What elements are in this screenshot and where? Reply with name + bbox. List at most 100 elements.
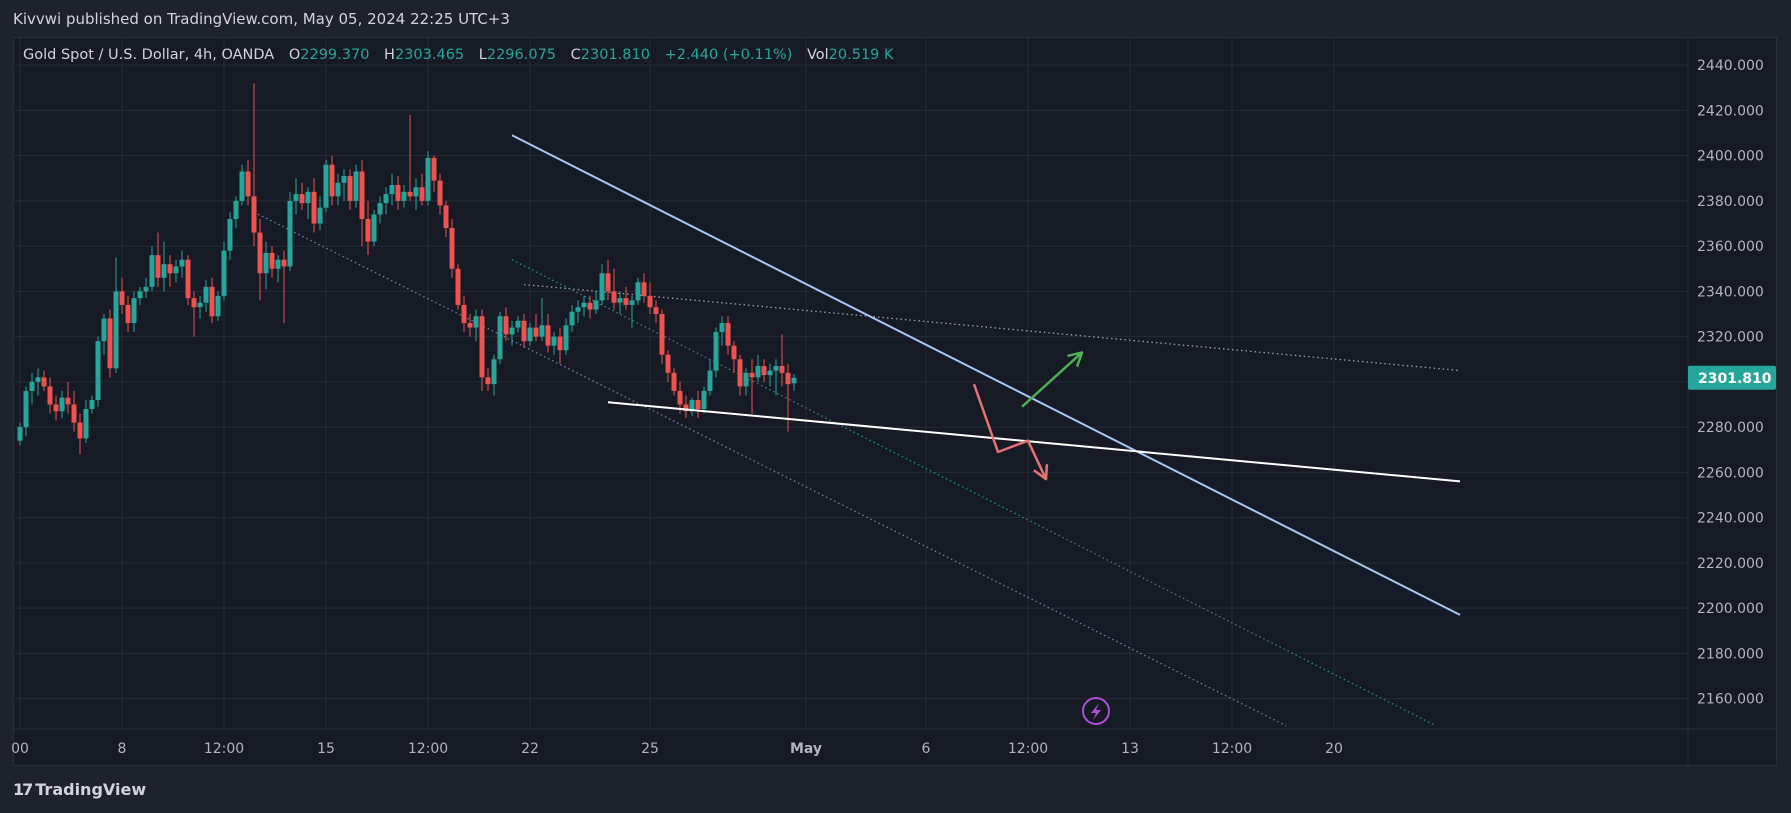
x-tick-label: 6	[922, 741, 931, 757]
high-value: 2303.465	[394, 47, 465, 63]
candle-body	[197, 302, 203, 308]
candle	[785, 363, 791, 432]
y-tick-label: 2280.000	[1697, 420, 1764, 436]
lightning-icon[interactable]	[1082, 697, 1110, 725]
candle	[731, 341, 737, 373]
candle-body	[263, 252, 269, 274]
candle-body	[635, 282, 641, 301]
candle	[449, 218, 455, 278]
candle	[569, 304, 575, 333]
candle	[743, 368, 749, 396]
candle	[671, 368, 677, 396]
candle	[29, 372, 35, 405]
candle-body	[173, 266, 179, 274]
x-tick-label: 25	[641, 741, 659, 757]
candle	[311, 178, 317, 233]
volume-value: 20.519 K	[828, 47, 894, 63]
candle	[161, 241, 167, 292]
candle-body	[275, 259, 281, 269]
candle	[401, 185, 407, 208]
candle	[713, 327, 719, 378]
candle-body	[473, 316, 479, 328]
candle	[263, 241, 269, 290]
candle	[191, 291, 197, 337]
candle-body	[65, 397, 71, 405]
candle-body	[299, 194, 305, 204]
candle-body	[761, 366, 767, 376]
y-tick-label: 2400.000	[1697, 149, 1764, 165]
candle	[491, 354, 497, 396]
candle-body	[161, 264, 167, 278]
candle	[41, 370, 47, 391]
y-tick-label: 2340.000	[1697, 284, 1764, 300]
candle-body	[71, 404, 77, 423]
candle	[383, 187, 389, 215]
candle-body	[779, 366, 785, 373]
candle	[77, 413, 83, 455]
candle	[35, 368, 41, 396]
candle-body	[179, 259, 185, 267]
candle	[233, 196, 239, 229]
candle	[275, 255, 281, 283]
chart-grid	[13, 38, 1688, 728]
candle	[623, 286, 629, 310]
upper-trendline	[511, 134, 1461, 616]
candle	[755, 354, 761, 382]
x-tick-label: 00	[11, 741, 29, 757]
candle-body	[95, 341, 101, 400]
candle-body	[401, 191, 407, 201]
candle	[563, 318, 569, 355]
y-tick-label: 2180.000	[1697, 646, 1764, 662]
candle	[323, 160, 329, 213]
candle	[203, 280, 209, 312]
symbol-title[interactable]: Gold Spot / U.S. Dollar, 4h, OANDA	[23, 47, 275, 63]
candle-body	[23, 390, 29, 428]
candle-body	[455, 268, 461, 305]
candle	[773, 359, 779, 396]
dotted-resistance-line	[523, 283, 1461, 372]
candle	[17, 422, 23, 446]
candle	[23, 386, 29, 437]
candle	[641, 273, 647, 303]
candle	[329, 155, 335, 206]
candle-body	[533, 327, 539, 337]
candle-body	[713, 332, 719, 371]
candle	[137, 286, 143, 305]
candle-body	[215, 295, 221, 317]
candle-body	[227, 218, 233, 251]
x-tick-label: 12:00	[204, 741, 244, 757]
candle	[725, 316, 731, 355]
candle-body	[749, 372, 755, 378]
candle	[371, 209, 377, 247]
tradingview-logo-icon: 17	[13, 780, 33, 799]
candle-body	[269, 252, 275, 269]
candle	[287, 191, 293, 272]
candle-body	[413, 187, 419, 197]
candle	[299, 182, 305, 210]
candle	[425, 151, 431, 206]
candle-body	[539, 325, 545, 337]
candle-body	[245, 171, 251, 197]
lower-channel-line	[253, 211, 1287, 727]
candle-body	[323, 164, 329, 208]
y-tick-label: 2360.000	[1697, 239, 1764, 255]
change-value: +2.440 (+0.11%)	[664, 47, 793, 63]
candle	[437, 173, 443, 215]
x-tick-label: 20	[1325, 741, 1343, 757]
publisher-line: Kivvwi published on TradingView.com, May…	[13, 10, 510, 28]
candle-body	[317, 207, 323, 224]
candle-body	[593, 300, 599, 310]
candle	[719, 316, 725, 346]
candle-body	[137, 291, 143, 299]
tradingview-brand[interactable]: 17 TradingView	[13, 780, 146, 799]
candle-body	[143, 286, 149, 292]
candle-body	[353, 171, 359, 201]
candle-body	[683, 404, 689, 412]
last-price-tag	[1688, 365, 1776, 390]
candle-body	[491, 359, 497, 385]
chart-panel[interactable]	[13, 37, 1777, 766]
close-label: C	[570, 47, 581, 63]
candle-body	[203, 286, 209, 303]
candle	[737, 354, 743, 396]
